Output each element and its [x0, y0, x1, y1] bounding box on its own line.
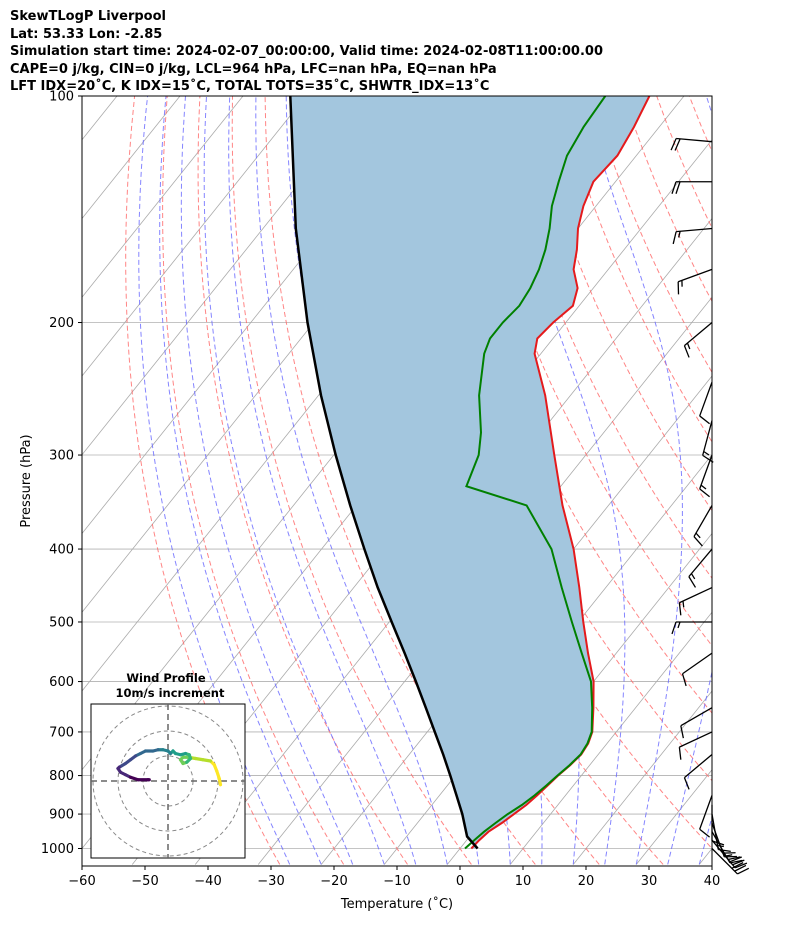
wind-barb	[677, 268, 713, 295]
wind-barb	[702, 420, 714, 463]
wind-barb	[711, 813, 731, 853]
header-times: Simulation start time: 2024-02-07_00:00:…	[10, 44, 603, 59]
isotherm-line	[82, 96, 307, 377]
x-tick-label: −20	[320, 874, 347, 889]
isotherm-line	[698, 847, 712, 865]
x-tick-label: −50	[131, 874, 158, 889]
header-title: SkewTLogP Liverpool	[10, 9, 166, 24]
x-tick-label: 30	[641, 874, 658, 889]
moist-adiabat-line	[228, 96, 417, 865]
dry-adiabat-line	[558, 96, 712, 443]
y-tick-label: 300	[49, 449, 74, 464]
wind-barb	[680, 707, 713, 739]
chart-header: SkewTLogP Liverpool Lat: 53.33 Lon: -2.8…	[10, 8, 603, 96]
moist-adiabat-line	[203, 96, 385, 865]
x-tick-label: 20	[578, 874, 595, 889]
y-tick-label: 1000	[41, 842, 74, 857]
moist-adiabat-line	[698, 815, 712, 865]
isotherm-line	[509, 611, 712, 865]
wind-barb	[678, 586, 713, 616]
dry-adiabat-line	[125, 96, 281, 865]
y-tick-label: 400	[49, 543, 74, 558]
dry-adiabat-line	[590, 96, 712, 374]
wind-barb	[693, 505, 713, 547]
wind-barb	[711, 804, 725, 846]
y-tick-label: 200	[49, 316, 74, 331]
cin-shading	[290, 96, 650, 849]
wind-barbs	[670, 137, 750, 875]
wind-barb	[672, 227, 713, 245]
isotherm-line	[82, 96, 244, 298]
header-indices: LFT IDX=20˚C, K IDX=15˚C, TOTAL TOTS=35˚…	[10, 79, 490, 94]
moist-adiabat-line	[138, 96, 291, 865]
x-tick-label: −40	[194, 874, 221, 889]
hodograph-ring	[117, 730, 219, 832]
dry-adiabat-line	[787, 96, 794, 864]
parcel-line	[289, 96, 479, 850]
wind-barb	[681, 652, 713, 687]
axes: −60 −50 −40 −30 −20 −10 0 10 20 30 40 1000 900 800 700…	[19, 90, 720, 913]
x-tick-label: −10	[383, 874, 410, 889]
isotherm-line	[320, 375, 712, 865]
wind-barb	[699, 381, 713, 425]
x-axis-label: Temperature (˚C)	[340, 896, 453, 912]
dry-adiabat-line	[525, 96, 712, 512]
wind-barb	[683, 322, 713, 358]
y-tick-label: 700	[49, 725, 74, 740]
y-tick-label: 800	[49, 769, 74, 784]
dry-adiabat-line	[162, 96, 345, 865]
hodograph-title: Wind Profile	[126, 671, 206, 685]
wind-barb	[671, 181, 712, 194]
x-tick-label: 10	[515, 874, 532, 889]
x-tick-label: −60	[68, 874, 95, 889]
y-tick-label: 600	[49, 675, 74, 690]
hodograph-subtitle: 10m/s increment	[116, 686, 225, 700]
dry-adiabat-line	[755, 96, 794, 864]
wind-barb	[670, 137, 713, 151]
dry-adiabat-line	[688, 96, 712, 153]
hodograph-plot	[91, 704, 245, 858]
dry-adiabat-line	[231, 96, 472, 865]
dry-adiabat-line	[197, 96, 408, 865]
isotherm-line	[635, 769, 712, 865]
x-tick-label: −30	[257, 874, 284, 889]
dry-adiabat-line	[623, 96, 712, 303]
dry-adiabat-line	[395, 96, 712, 782]
data-lines	[289, 96, 651, 850]
wind-barb	[711, 848, 750, 875]
header-location: Lat: 53.33 Lon: -2.85	[10, 26, 163, 42]
isotherm-line	[572, 690, 712, 865]
wind-barb	[683, 753, 713, 790]
temperature-line	[470, 96, 651, 850]
y-tick-label: 500	[49, 615, 74, 630]
isotherm-line	[82, 96, 370, 456]
moist-adiabat-line	[159, 96, 322, 865]
dry-adiabat-line	[656, 96, 712, 230]
y-axis-label: Pressure (hPa)	[19, 434, 34, 527]
header-stability: CAPE=0 j/kg, CIN=0 j/kg, LCL=964 hPa, LF…	[10, 61, 497, 77]
x-tick-label: 40	[704, 874, 721, 889]
dry-adiabat-line	[722, 96, 794, 864]
y-tick-label: 100	[49, 90, 74, 105]
x-tick-label: 0	[456, 874, 464, 889]
moist-adiabat-line	[255, 96, 448, 865]
wind-barb	[678, 731, 713, 760]
dry-adiabat-line	[460, 96, 712, 647]
dewpoint-line	[464, 96, 607, 850]
wind-barb	[688, 548, 713, 588]
wind-barb	[699, 454, 713, 498]
moist-adiabat-line	[582, 96, 683, 865]
isotherm-line	[257, 296, 712, 865]
moist-adiabat-line	[180, 96, 354, 865]
wind-barb	[671, 621, 712, 635]
y-tick-label: 900	[49, 808, 74, 823]
wind-barb	[699, 795, 713, 838]
